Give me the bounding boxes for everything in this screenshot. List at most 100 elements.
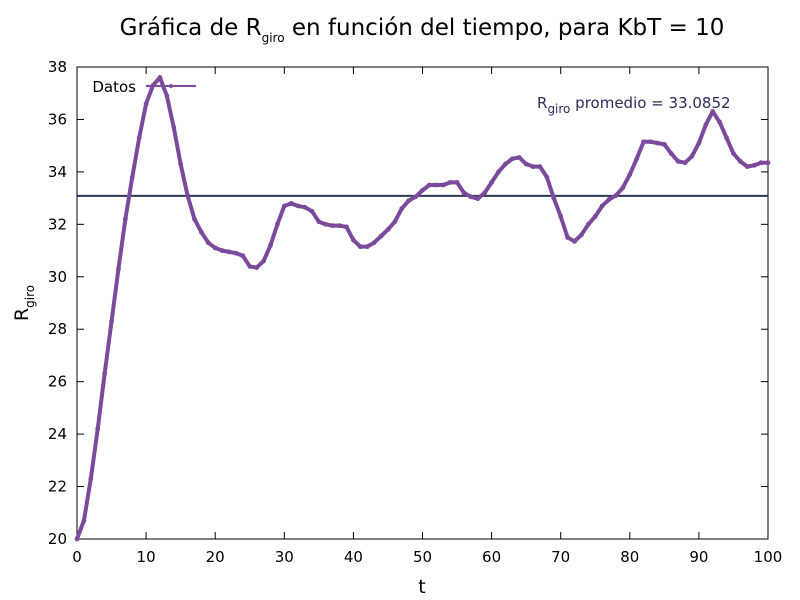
data-point	[613, 193, 619, 198]
data-point	[454, 179, 460, 185]
data-point	[268, 242, 273, 248]
y-axis-title-main: R	[11, 308, 33, 321]
data-point	[116, 266, 121, 272]
data-point	[309, 208, 315, 214]
data-point	[724, 135, 729, 141]
data-point	[157, 75, 163, 80]
data-point	[717, 119, 723, 125]
data-point	[710, 109, 716, 114]
data-point	[489, 179, 494, 185]
data-point	[385, 227, 391, 232]
data-point	[751, 162, 757, 168]
data-point	[233, 250, 239, 256]
plot-frame	[76, 66, 769, 540]
data-point	[254, 265, 260, 270]
data-point	[572, 238, 577, 244]
data-point	[689, 153, 695, 159]
x-tick-label: 20	[206, 548, 225, 566]
data-point	[579, 232, 584, 238]
data-point	[219, 248, 225, 253]
data-point	[261, 258, 266, 264]
data-point	[661, 141, 667, 147]
data-point	[129, 174, 135, 180]
data-point	[737, 159, 743, 164]
data-point	[440, 182, 446, 188]
data-point	[592, 214, 598, 219]
legend-label: Datos	[92, 78, 136, 96]
x-tick-label: 50	[413, 548, 432, 566]
data-point	[102, 371, 108, 377]
data-point	[758, 160, 764, 166]
data-point	[682, 160, 688, 166]
data-point	[344, 224, 349, 230]
data-point	[337, 223, 342, 229]
data-point	[171, 124, 177, 130]
legend-marker	[169, 84, 173, 88]
data-point	[530, 164, 536, 170]
chart-title-prefix: Gráfica de R	[120, 15, 262, 41]
data-point	[364, 244, 370, 250]
data-point	[330, 223, 336, 229]
x-tick-label: 70	[551, 548, 570, 566]
data-point	[302, 204, 308, 210]
data-point	[378, 233, 384, 239]
data-point	[316, 219, 322, 225]
average-annotation-main: R	[537, 94, 547, 112]
data-point	[544, 174, 550, 180]
y-tick-label: 26	[48, 373, 67, 391]
x-axis-title: t	[418, 576, 425, 598]
x-tick-label: 10	[137, 548, 156, 566]
y-tick-label: 28	[48, 320, 67, 338]
data-point	[351, 237, 356, 243]
x-tick-label: 60	[482, 548, 501, 566]
data-point	[558, 214, 564, 219]
data-point	[88, 476, 94, 482]
data-point	[433, 182, 439, 188]
data-point	[192, 216, 197, 222]
data-point	[496, 169, 501, 175]
data-point	[399, 206, 405, 212]
x-tick-label: 0	[72, 548, 82, 566]
data-point	[468, 194, 474, 200]
y-tick-label: 32	[48, 215, 67, 233]
chart-title-suffix: en función del tiempo, para KbT = 10	[285, 15, 725, 41]
data-point	[744, 164, 750, 170]
data-point	[765, 160, 771, 166]
y-tick-label: 30	[48, 268, 67, 286]
data-point	[461, 190, 467, 196]
data-point	[164, 93, 170, 99]
data-point	[143, 101, 149, 107]
data-point	[81, 518, 87, 524]
data-point	[413, 194, 418, 200]
average-annotation-subscript: giro	[547, 102, 570, 116]
data-point	[392, 219, 398, 225]
data-point	[226, 249, 232, 255]
x-tick-label: 100	[754, 548, 783, 566]
data-point	[198, 229, 204, 235]
data-point	[599, 203, 605, 209]
data-point	[606, 197, 612, 202]
data-point	[482, 190, 488, 196]
data-point	[95, 426, 101, 432]
data-point	[731, 151, 736, 156]
data-point	[537, 164, 543, 170]
data-point	[295, 203, 301, 209]
chart-title: Gráfica de Rgiro en función del tiempo, …	[120, 15, 725, 45]
data-point	[585, 221, 591, 227]
data-point	[109, 318, 114, 324]
data-point	[178, 161, 184, 167]
data-point	[420, 187, 425, 193]
data-point	[406, 198, 412, 204]
y-tick-label: 34	[48, 163, 67, 181]
data-point	[503, 161, 508, 167]
data-point	[212, 245, 218, 251]
data-point	[668, 151, 674, 156]
data-point	[205, 240, 211, 246]
data-point	[475, 196, 481, 202]
data-point	[627, 172, 633, 177]
data-point	[247, 263, 253, 269]
legend: Datos	[92, 78, 196, 96]
data-point	[565, 235, 571, 240]
